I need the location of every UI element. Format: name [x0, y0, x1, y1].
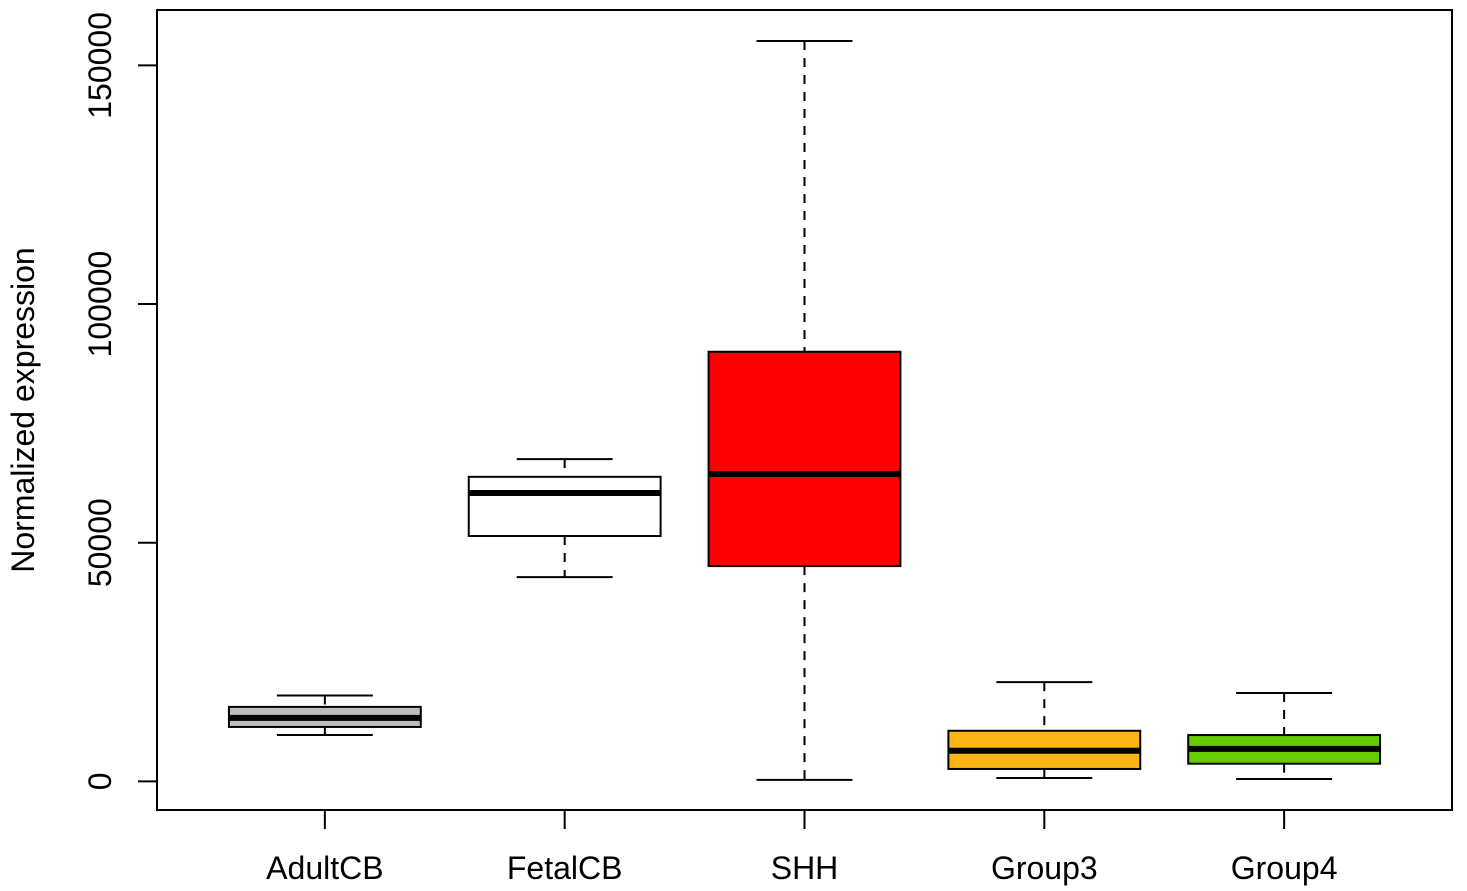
y-tick-label: 100000: [82, 251, 118, 358]
y-tick-label: 0: [82, 772, 118, 790]
x-tick-label: AdultCB: [266, 850, 383, 886]
box-group-fetalcb: [467, 458, 662, 579]
boxes: [227, 40, 1382, 781]
box-group-group3: [947, 681, 1142, 780]
y-axis: 0 50000 100000 150000: [82, 12, 158, 790]
y-axis-label: Normalized expression: [5, 247, 41, 572]
y-tick-label: 150000: [82, 12, 118, 119]
iqr-box-shh: [707, 350, 902, 568]
y-tick-label: 50000: [82, 498, 118, 587]
x-tick-label: FetalCB: [507, 850, 623, 886]
x-tick-label: SHH: [771, 850, 839, 886]
box-group-group4: [1187, 692, 1382, 780]
iqr-box-fetalcb: [467, 475, 662, 538]
x-axis: AdultCB FetalCB SHH Group3 Group4: [266, 809, 1338, 886]
box-group-shh: [707, 40, 902, 781]
box-group-adultcb: [227, 694, 422, 737]
x-tick-label: Group3: [991, 850, 1098, 886]
x-tick-label: Group4: [1231, 850, 1338, 886]
